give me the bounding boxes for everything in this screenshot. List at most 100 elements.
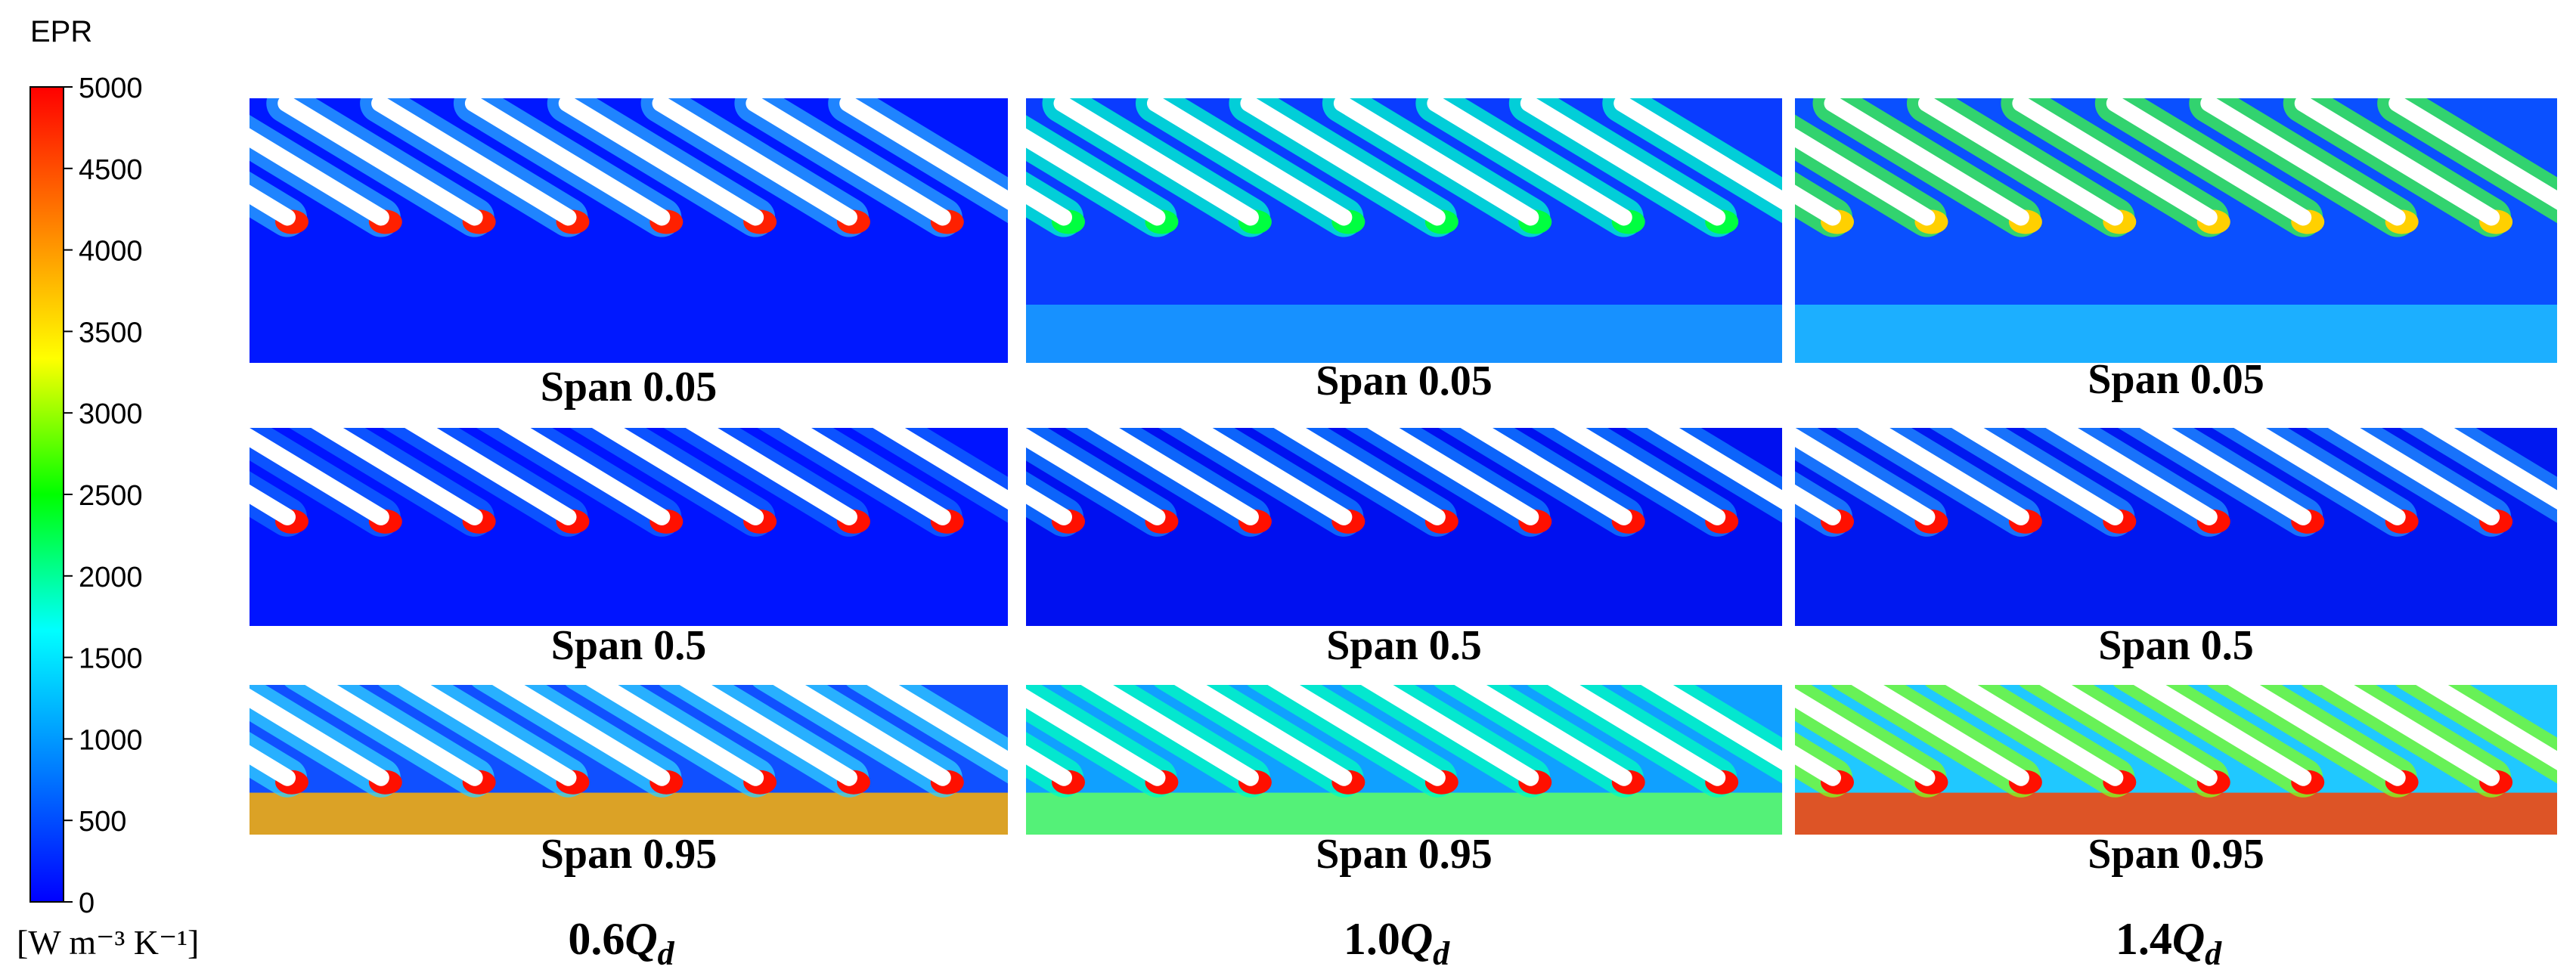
colorbar-legend: EPR 500045004000350030002500200015001000… — [17, 15, 199, 962]
panel-band — [1795, 792, 2557, 835]
blade — [1240, 98, 1446, 226]
legend-title: EPR — [30, 15, 92, 48]
row-labels: Span 0.05 Span 0.5 Span 0.95 Span 0.05 Span … — [541, 356, 2264, 878]
blade — [1026, 484, 1072, 525]
blade — [2388, 98, 2557, 210]
blade — [2321, 685, 2500, 786]
row-label: Span 0.5 — [1326, 622, 1481, 669]
blade — [1080, 685, 1259, 786]
blade — [746, 98, 951, 226]
contour-panel — [1795, 685, 2576, 835]
panel-band — [250, 792, 1008, 835]
row-label: Span 0.95 — [541, 831, 717, 878]
row-label: Span 0.05 — [541, 364, 717, 410]
blade — [839, 98, 1008, 210]
blade — [773, 685, 951, 786]
panel-band — [1026, 305, 1782, 363]
blade — [1367, 428, 1539, 525]
contour-panel — [1026, 428, 1782, 626]
blade — [685, 428, 857, 525]
contour-panel — [1026, 685, 1782, 835]
blade — [1087, 428, 1259, 525]
blade — [1795, 688, 1936, 786]
blade — [1553, 428, 1726, 525]
colorbar-tick-label: 1500 — [79, 643, 143, 675]
blade — [1824, 98, 2029, 226]
blade — [1520, 98, 1726, 226]
blade — [1026, 745, 1072, 786]
blade — [492, 685, 671, 786]
blade — [405, 428, 577, 525]
contour-panel — [250, 98, 1008, 363]
blade — [250, 184, 296, 226]
row-label: Span 0.05 — [2088, 356, 2264, 403]
row-label: Span 0.95 — [1316, 831, 1492, 878]
blade — [1547, 685, 1726, 786]
blade-tip-hotspot — [2574, 770, 2576, 795]
blade-tip-hotspot — [2574, 210, 2576, 234]
blade — [1951, 428, 2124, 525]
row-label: Span 0.5 — [2098, 622, 2253, 669]
column-label: 1.0Qd — [1344, 914, 1450, 972]
blade — [585, 685, 764, 786]
panel-band — [1795, 305, 2557, 363]
contour-panels — [250, 98, 2576, 835]
blade — [2422, 428, 2557, 510]
blade — [1795, 484, 1841, 525]
blade — [1146, 98, 1353, 226]
blade — [1026, 128, 1166, 226]
blade — [679, 685, 857, 786]
blade — [1460, 428, 1632, 525]
colorbar-tick-label: 3000 — [79, 398, 143, 430]
blade — [2294, 98, 2500, 226]
blade — [498, 428, 671, 525]
blade — [1026, 428, 1166, 525]
blade — [1795, 128, 1936, 226]
blade — [1174, 685, 1353, 786]
blade — [1026, 184, 1072, 226]
colorbar — [29, 86, 64, 903]
blade — [1273, 428, 1446, 525]
colorbar-tick-label: 2500 — [79, 480, 143, 512]
colorbar-tick-label: 0 — [79, 888, 95, 919]
blade — [1360, 685, 1539, 786]
blade — [2139, 428, 2312, 525]
column-labels: 0.6Qd 1.0Qd 1.4Qd — [568, 914, 2222, 972]
colorbar-tick-label: 5000 — [79, 73, 143, 104]
blade — [1945, 685, 2124, 786]
colorbar-tick-label: 4500 — [79, 154, 143, 186]
contour-panel — [1026, 98, 1782, 363]
blade — [1053, 98, 1259, 226]
contour-panel — [250, 428, 1008, 626]
blade — [866, 685, 1008, 770]
blade — [1795, 745, 1841, 786]
blade — [591, 428, 764, 525]
blade — [2233, 428, 2406, 525]
blade — [2133, 685, 2312, 786]
blade — [2045, 428, 2218, 525]
blade — [250, 128, 389, 226]
column-label: 1.4Qd — [2116, 914, 2222, 972]
row-label: Span 0.95 — [2088, 831, 2264, 878]
contour-panel — [1795, 98, 2576, 363]
blade — [1333, 98, 1539, 226]
blade — [2039, 685, 2218, 786]
blade — [2106, 98, 2312, 226]
contour-panel — [250, 685, 1008, 835]
blade — [1917, 98, 2124, 226]
blade — [2416, 685, 2557, 770]
colorbar-tick-label: 3500 — [79, 317, 143, 349]
colorbar-tick-label: 1000 — [79, 724, 143, 756]
blade — [1026, 689, 1166, 786]
blade — [250, 484, 296, 525]
legend-unit: [W m⁻³ K⁻¹] — [17, 923, 199, 962]
blade — [1427, 98, 1632, 226]
blade-tip-hotspot — [2574, 510, 2576, 534]
blade — [311, 428, 483, 525]
blade — [2227, 685, 2406, 786]
blade — [250, 745, 296, 786]
blade — [250, 688, 389, 786]
row-label: Span 0.05 — [1316, 358, 1492, 404]
blade — [1454, 685, 1632, 786]
